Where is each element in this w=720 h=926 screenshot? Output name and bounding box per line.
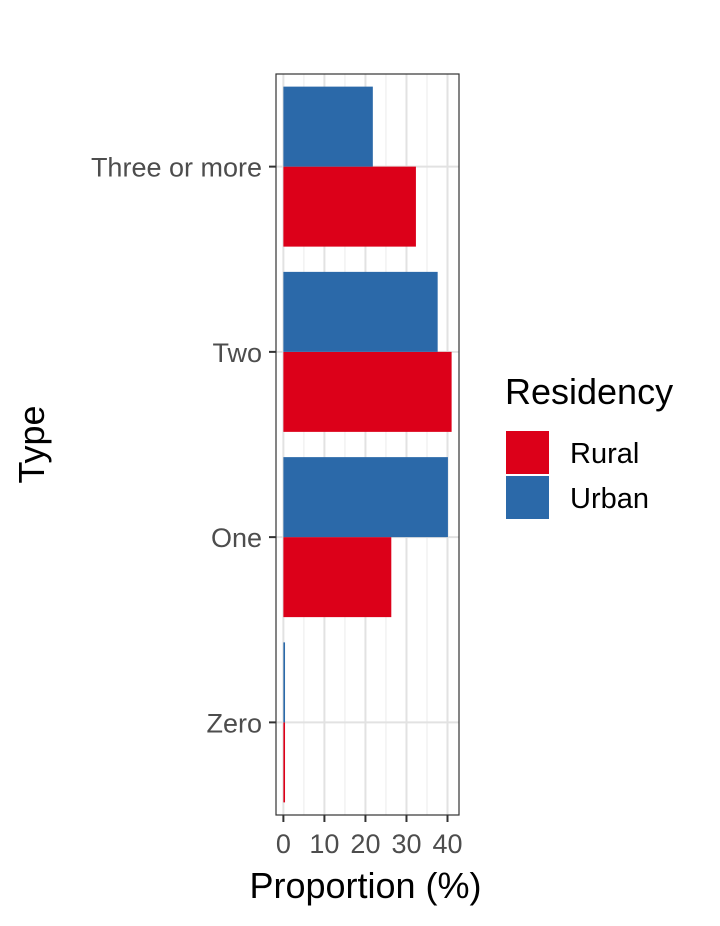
y-tick-label: One <box>211 523 262 553</box>
x-axis-title: Proportion (%) <box>249 865 481 906</box>
legend-title: Residency <box>505 371 673 412</box>
bar-rural-one <box>283 537 392 618</box>
x-tick-label: 40 <box>432 829 462 859</box>
x-tick-label: 30 <box>391 829 421 859</box>
legend-key-rural <box>506 431 549 474</box>
legend-label-rural: Rural <box>570 438 639 470</box>
axes: Zero One Two Three or more 0 10 20 30 40 <box>91 153 463 859</box>
legend-key-urban <box>506 476 549 519</box>
bar-urban-three-or-more <box>283 86 373 167</box>
panel-border <box>275 73 460 816</box>
legend-label-urban: Urban <box>570 483 649 515</box>
x-tick-label: 0 <box>276 829 291 859</box>
bar-rural-zero <box>283 722 286 803</box>
bar-urban-zero <box>283 642 286 723</box>
legend: Residency Rural Urban <box>505 371 673 519</box>
y-tick-label: Zero <box>206 708 262 738</box>
bar-rural-three-or-more <box>283 166 416 247</box>
y-axis-title: Type <box>11 405 52 483</box>
bar-rural-two <box>283 351 452 432</box>
x-tick-label: 20 <box>350 829 380 859</box>
bars <box>283 86 452 803</box>
y-tick-label: Two <box>212 338 262 368</box>
x-tick-label: 10 <box>309 829 339 859</box>
bar-urban-one <box>283 457 448 538</box>
y-tick-label: Three or more <box>91 153 262 183</box>
bar-urban-two <box>283 271 438 352</box>
